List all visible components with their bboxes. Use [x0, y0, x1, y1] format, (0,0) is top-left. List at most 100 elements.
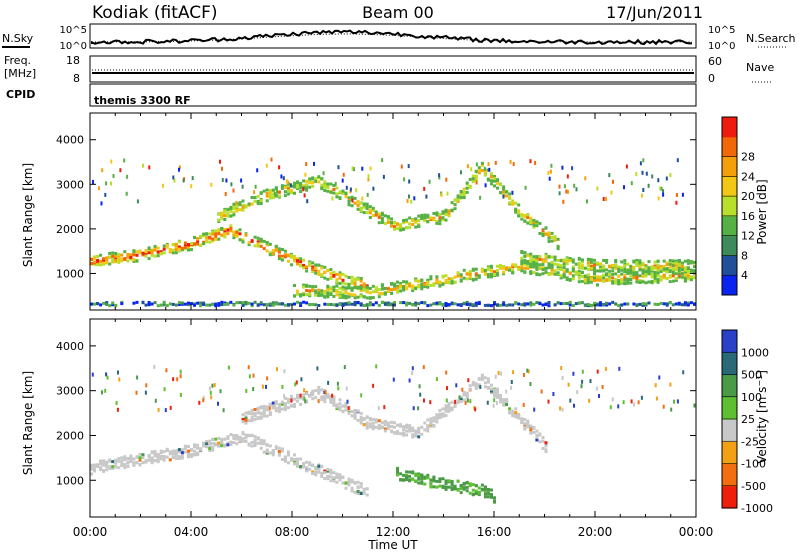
heatmap-cell — [438, 280, 442, 284]
heatmap-cell — [386, 423, 390, 427]
heatmap-cell — [371, 427, 375, 431]
heatmap-cell — [514, 201, 518, 205]
heatmap-cell — [323, 397, 327, 400]
heatmap-cell — [444, 218, 448, 222]
heatmap-cell — [287, 397, 290, 401]
heatmap-cell — [296, 185, 299, 189]
heatmap-cell — [462, 391, 466, 395]
heatmap-cell — [532, 260, 536, 264]
heatmap-cell — [468, 270, 472, 273]
heatmap-cell — [556, 267, 560, 271]
heatmap-cell — [611, 264, 615, 268]
heatmap-cell — [486, 495, 490, 499]
heatmap-cell — [226, 232, 230, 236]
heatmap-cell — [483, 495, 487, 499]
heatmap-cell — [635, 273, 639, 277]
heatmap-cell — [596, 303, 599, 307]
heatmap-cell — [180, 246, 184, 250]
heatmap-cell — [444, 406, 448, 410]
heatmap-cell — [540, 389, 543, 394]
heatmap-cell — [653, 274, 657, 278]
heatmap-cell — [268, 253, 272, 257]
heatmap-cell — [493, 179, 496, 183]
heatmap-cell — [208, 442, 212, 446]
heatmap-cell — [441, 412, 445, 416]
heatmap-cell — [526, 260, 530, 263]
heatmap-cell — [450, 480, 454, 483]
heatmap-cell — [523, 219, 527, 223]
heatmap-cell — [417, 302, 421, 306]
heatmap-cell — [529, 264, 533, 268]
heatmap-cell — [429, 482, 433, 486]
heatmap-cell — [368, 216, 372, 219]
heatmap-cell — [626, 271, 630, 275]
heatmap-cell — [177, 450, 181, 454]
heatmap-cell — [287, 189, 290, 193]
heatmap-cell — [93, 464, 96, 468]
heatmap-cell — [347, 406, 350, 411]
heatmap-cell — [552, 392, 555, 396]
heatmap-cell — [353, 408, 357, 412]
velocity-panel-frame — [89, 318, 697, 518]
heatmap-cell — [99, 303, 103, 307]
heatmap-cell — [522, 403, 525, 407]
heatmap-cell — [575, 187, 578, 192]
heatmap-cell — [438, 302, 442, 306]
heatmap-cell — [323, 291, 327, 295]
heatmap-cell — [465, 181, 469, 185]
heatmap-cell — [165, 304, 169, 308]
heatmap-cell — [474, 267, 478, 271]
heatmap-cell — [135, 455, 139, 459]
heatmap-cell — [286, 180, 289, 185]
heatmap-cell — [102, 261, 106, 264]
heatmap-cell — [683, 259, 687, 263]
heatmap-cell — [386, 301, 390, 305]
heatmap-cell — [599, 278, 602, 282]
heatmap-cell — [544, 259, 548, 263]
heatmap-cell — [444, 280, 448, 284]
heatmap-cell — [425, 194, 428, 199]
heatmap-cell — [532, 223, 536, 227]
heatmap-cell — [693, 265, 696, 269]
heatmap-cell — [329, 268, 333, 272]
heatmap-cell — [602, 197, 605, 201]
heatmap-cell — [129, 457, 133, 461]
heatmap-cell — [317, 399, 320, 404]
heatmap-cell — [132, 463, 136, 467]
heatmap-cell — [320, 289, 324, 293]
noise-left-tick-top: 10^5 — [60, 25, 87, 36]
heatmap-cell — [547, 266, 551, 270]
x-tick-label: 00:00 — [679, 525, 714, 539]
heatmap-cell — [311, 261, 315, 265]
heatmap-cell — [644, 270, 648, 274]
heatmap-cell — [250, 418, 254, 421]
heatmap-cell — [211, 437, 215, 441]
freq-label-line2: [MHz] — [4, 67, 36, 80]
heatmap-cell — [657, 178, 660, 183]
heatmap-cell — [114, 258, 118, 262]
heatmap-cell — [689, 275, 693, 279]
heatmap-cell — [474, 386, 478, 390]
heatmap-cell — [283, 403, 287, 406]
heatmap-cell — [617, 280, 621, 284]
heatmap-cell — [132, 457, 136, 461]
heatmap-cell — [408, 429, 412, 433]
heatmap-cell — [338, 473, 342, 477]
heatmap-cell — [538, 433, 542, 437]
heatmap-cell — [658, 375, 661, 380]
heatmap-cell — [462, 193, 466, 197]
heatmap-cell — [102, 462, 106, 466]
heatmap-cell — [368, 422, 372, 426]
heatmap-cell — [276, 189, 278, 194]
heatmap-cell — [383, 429, 387, 433]
heatmap-cell — [441, 407, 445, 411]
heatmap-cell — [657, 196, 660, 201]
heatmap-cell — [460, 170, 462, 175]
heatmap-cell — [220, 233, 224, 237]
heatmap-cell — [408, 179, 411, 184]
heatmap-cell — [632, 402, 635, 407]
heatmap-cell — [596, 369, 599, 374]
heatmap-cell — [408, 284, 412, 288]
heatmap-cell — [455, 383, 458, 388]
